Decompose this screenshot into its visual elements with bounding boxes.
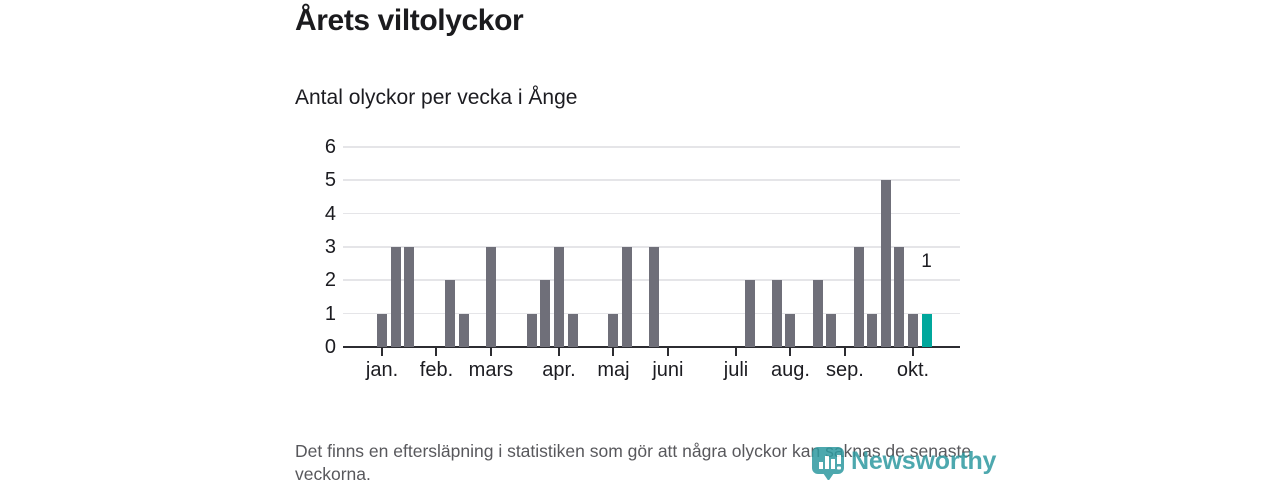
- y-axis-tick-label: 4: [324, 202, 336, 225]
- newsworthy-pin-bar-chart-icon: [812, 447, 844, 480]
- gridline: [343, 146, 960, 148]
- month-tick-mark: [734, 348, 737, 356]
- month-tick-label: feb.: [419, 359, 454, 381]
- month-tick-mark: [911, 348, 914, 356]
- bar: [445, 280, 456, 347]
- month-tick-mark: [489, 348, 492, 356]
- gridline: [343, 179, 960, 181]
- month-tick-label: maj: [597, 359, 630, 381]
- y-axis-tick-label: 1: [324, 302, 336, 325]
- y-axis-tick-label: 2: [324, 269, 336, 292]
- bar: [771, 280, 782, 347]
- y-axis-tick-label: 3: [324, 236, 336, 258]
- x-axis-line: [343, 346, 960, 348]
- month-tick-mark: [789, 348, 792, 356]
- bar: [649, 247, 660, 347]
- gridline: [343, 246, 960, 248]
- gridline: [343, 212, 960, 215]
- y-axis-tick-label: 0: [324, 336, 336, 358]
- bar: [567, 313, 578, 347]
- month-tick-mark: [381, 348, 383, 356]
- bar: [907, 313, 918, 347]
- bar: [377, 313, 387, 347]
- bar: [894, 247, 905, 347]
- month-tick-label: aug.: [770, 359, 810, 381]
- bar: [458, 313, 469, 347]
- newsworthy-logo-text: Newsworthy: [851, 447, 997, 475]
- month-tick-mark: [435, 348, 438, 356]
- month-tick-label: okt.: [896, 359, 930, 381]
- bar: [744, 280, 755, 347]
- chart-subtitle: Antal olyckor per vecka i Ånge: [295, 86, 578, 109]
- bar: [812, 280, 823, 347]
- bar: [526, 313, 537, 347]
- month-tick-mark: [557, 348, 560, 356]
- y-axis-tick-label: 5: [324, 169, 336, 192]
- month-tick-mark: [666, 348, 669, 356]
- bar-highlighted: [921, 313, 932, 347]
- bar: [608, 313, 619, 347]
- bar: [853, 247, 864, 347]
- bar: [880, 180, 891, 347]
- footnote: Det finns en eftersläpning i statistiken…: [295, 441, 972, 480]
- bar: [404, 247, 415, 347]
- month-tick-label: apr.: [542, 359, 576, 381]
- month-tick-label: jan.: [365, 359, 399, 381]
- bar: [485, 247, 496, 347]
- y-axis-tick-label: 6: [324, 136, 336, 158]
- bar: [553, 247, 564, 347]
- month-tick-label: sep.: [826, 359, 864, 381]
- bar: [622, 247, 633, 347]
- month-tick-label: juli: [723, 359, 749, 381]
- chart-title: Årets viltolyckor: [295, 4, 524, 37]
- month-tick-label: juni: [652, 359, 684, 381]
- bar: [390, 247, 401, 347]
- bar: [867, 313, 878, 347]
- month-tick-mark: [612, 348, 615, 356]
- last-bar-value-label: 1: [921, 250, 932, 272]
- month-tick-label: mars: [468, 359, 514, 381]
- bar: [540, 280, 551, 347]
- bar: [826, 313, 837, 347]
- bar: [785, 313, 796, 347]
- month-tick-mark: [843, 348, 846, 356]
